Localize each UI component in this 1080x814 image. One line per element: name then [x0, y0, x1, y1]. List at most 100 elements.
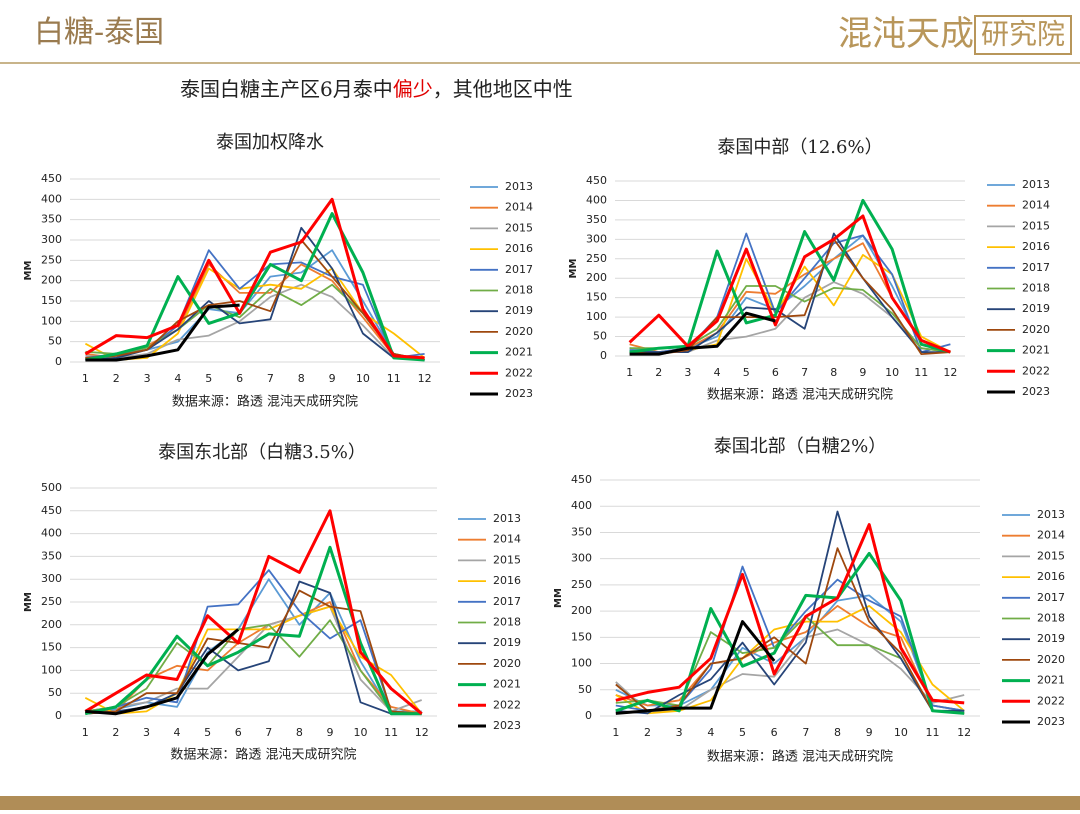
- y-tick-label: 350: [571, 525, 592, 538]
- series-line: [85, 569, 422, 715]
- legend-label: 2021: [1037, 674, 1065, 687]
- x-tick-label: 12: [943, 366, 957, 379]
- chart-title: 泰国中部（12.6%）: [717, 137, 882, 158]
- legend-label: 2013: [493, 512, 521, 525]
- x-tick-label: 10: [356, 372, 370, 385]
- x-tick-label: 4: [174, 372, 181, 385]
- y-tick-label: 0: [585, 709, 592, 722]
- y-tick-label: 400: [571, 499, 592, 512]
- x-tick-label: 10: [885, 366, 899, 379]
- y-tick-label: 250: [586, 252, 607, 265]
- y-tick-label: 400: [41, 527, 62, 540]
- x-tick-label: 8: [298, 372, 305, 385]
- legend-label: 2021: [505, 346, 533, 359]
- legend-label: 2021: [1022, 344, 1050, 357]
- legend-label: 2017: [493, 595, 521, 608]
- x-tick-label: 2: [112, 726, 119, 739]
- footer-bar: [0, 796, 1080, 810]
- legend-label: 2015: [493, 553, 521, 566]
- legend-label: 2018: [505, 284, 533, 297]
- x-tick-label: 9: [329, 372, 336, 385]
- x-tick-label: 3: [684, 366, 691, 379]
- x-tick-label: 6: [771, 726, 778, 739]
- x-tick-label: 8: [296, 726, 303, 739]
- legend-label: 2013: [505, 180, 533, 193]
- y-tick-label: 200: [41, 618, 62, 631]
- y-tick-label: 400: [586, 193, 607, 206]
- x-tick-label: 9: [326, 726, 333, 739]
- x-tick-label: 3: [144, 372, 151, 385]
- legend-label: 2022: [505, 366, 533, 379]
- legend-label: 2013: [1037, 508, 1065, 521]
- y-tick-label: 500: [41, 481, 62, 494]
- y-tick-label: 450: [41, 172, 62, 185]
- x-tick-label: 12: [418, 372, 432, 385]
- y-tick-label: 250: [571, 578, 592, 591]
- x-tick-label: 12: [415, 726, 429, 739]
- legend-label: 2014: [1037, 529, 1065, 542]
- series-line: [615, 620, 776, 715]
- logo-box-text: 研究院: [981, 18, 1065, 51]
- source-note: 数据来源：路透 混沌天成研究院: [707, 387, 893, 403]
- y-tick-label: 0: [55, 355, 62, 368]
- series-line: [85, 628, 240, 716]
- x-tick-label: 2: [113, 372, 120, 385]
- series-line: [629, 311, 776, 356]
- y-axis-label: MM: [23, 261, 34, 281]
- legend-label: 2022: [1037, 694, 1065, 707]
- x-tick-label: 1: [612, 726, 619, 739]
- y-tick-label: 200: [571, 604, 592, 617]
- y-axis-label: MM: [553, 588, 564, 608]
- subtitle-text: 泰国白糖主产区6月泰中: [180, 77, 393, 101]
- subtitle-highlight: 偏少: [393, 77, 433, 101]
- x-tick-label: 10: [894, 726, 908, 739]
- x-tick-label: 5: [205, 372, 212, 385]
- x-tick-label: 11: [384, 726, 398, 739]
- y-axis-label: MM: [568, 259, 579, 279]
- legend-label: 2018: [1037, 612, 1065, 625]
- y-tick-label: 300: [586, 232, 607, 245]
- legend-label: 2013: [1022, 178, 1050, 191]
- x-tick-label: 4: [707, 726, 714, 739]
- legend-label: 2016: [1022, 240, 1050, 253]
- y-tick-label: 200: [586, 271, 607, 284]
- legend-label: 2017: [1037, 591, 1065, 604]
- legend-label: 2022: [1022, 364, 1050, 377]
- legend-label: 2019: [1022, 302, 1050, 315]
- chart-title: 泰国东北部（白糖3.5%）: [158, 442, 366, 463]
- x-tick-label: 3: [143, 726, 150, 739]
- y-tick-label: 150: [571, 630, 592, 643]
- legend-label: 2023: [1037, 715, 1065, 728]
- legend-label: 2017: [1022, 261, 1050, 274]
- series-line: [84, 509, 423, 715]
- y-tick-label: 0: [55, 709, 62, 722]
- x-tick-label: 8: [834, 726, 841, 739]
- y-tick-label: 150: [41, 641, 62, 654]
- subtitle-text: ，其他地区中性: [433, 77, 573, 101]
- legend-label: 2019: [493, 636, 521, 649]
- x-tick-label: 11: [387, 372, 401, 385]
- y-tick-label: 200: [41, 274, 62, 287]
- y-tick-label: 100: [41, 663, 62, 676]
- y-tick-label: 50: [48, 335, 62, 348]
- legend-label: 2016: [505, 242, 533, 255]
- series-line: [85, 619, 422, 715]
- legend-label: 2021: [493, 678, 521, 691]
- series-line: [615, 547, 965, 715]
- x-tick-label: 2: [655, 366, 662, 379]
- y-axis-label: MM: [23, 592, 34, 612]
- series-line: [85, 589, 422, 715]
- y-tick-label: 50: [48, 686, 62, 699]
- source-note: 数据来源：路透 混沌天成研究院: [170, 747, 356, 763]
- logo: 混沌天成: [838, 14, 974, 54]
- y-tick-label: 100: [41, 314, 62, 327]
- x-tick-label: 1: [626, 366, 633, 379]
- page-title: 白糖-泰国: [34, 15, 164, 50]
- legend-label: 2016: [1037, 570, 1065, 583]
- series-line: [85, 605, 423, 715]
- x-tick-label: 5: [743, 366, 750, 379]
- y-tick-label: 50: [578, 683, 592, 696]
- y-tick-label: 350: [41, 549, 62, 562]
- y-tick-label: 250: [41, 595, 62, 608]
- y-tick-label: 300: [571, 552, 592, 565]
